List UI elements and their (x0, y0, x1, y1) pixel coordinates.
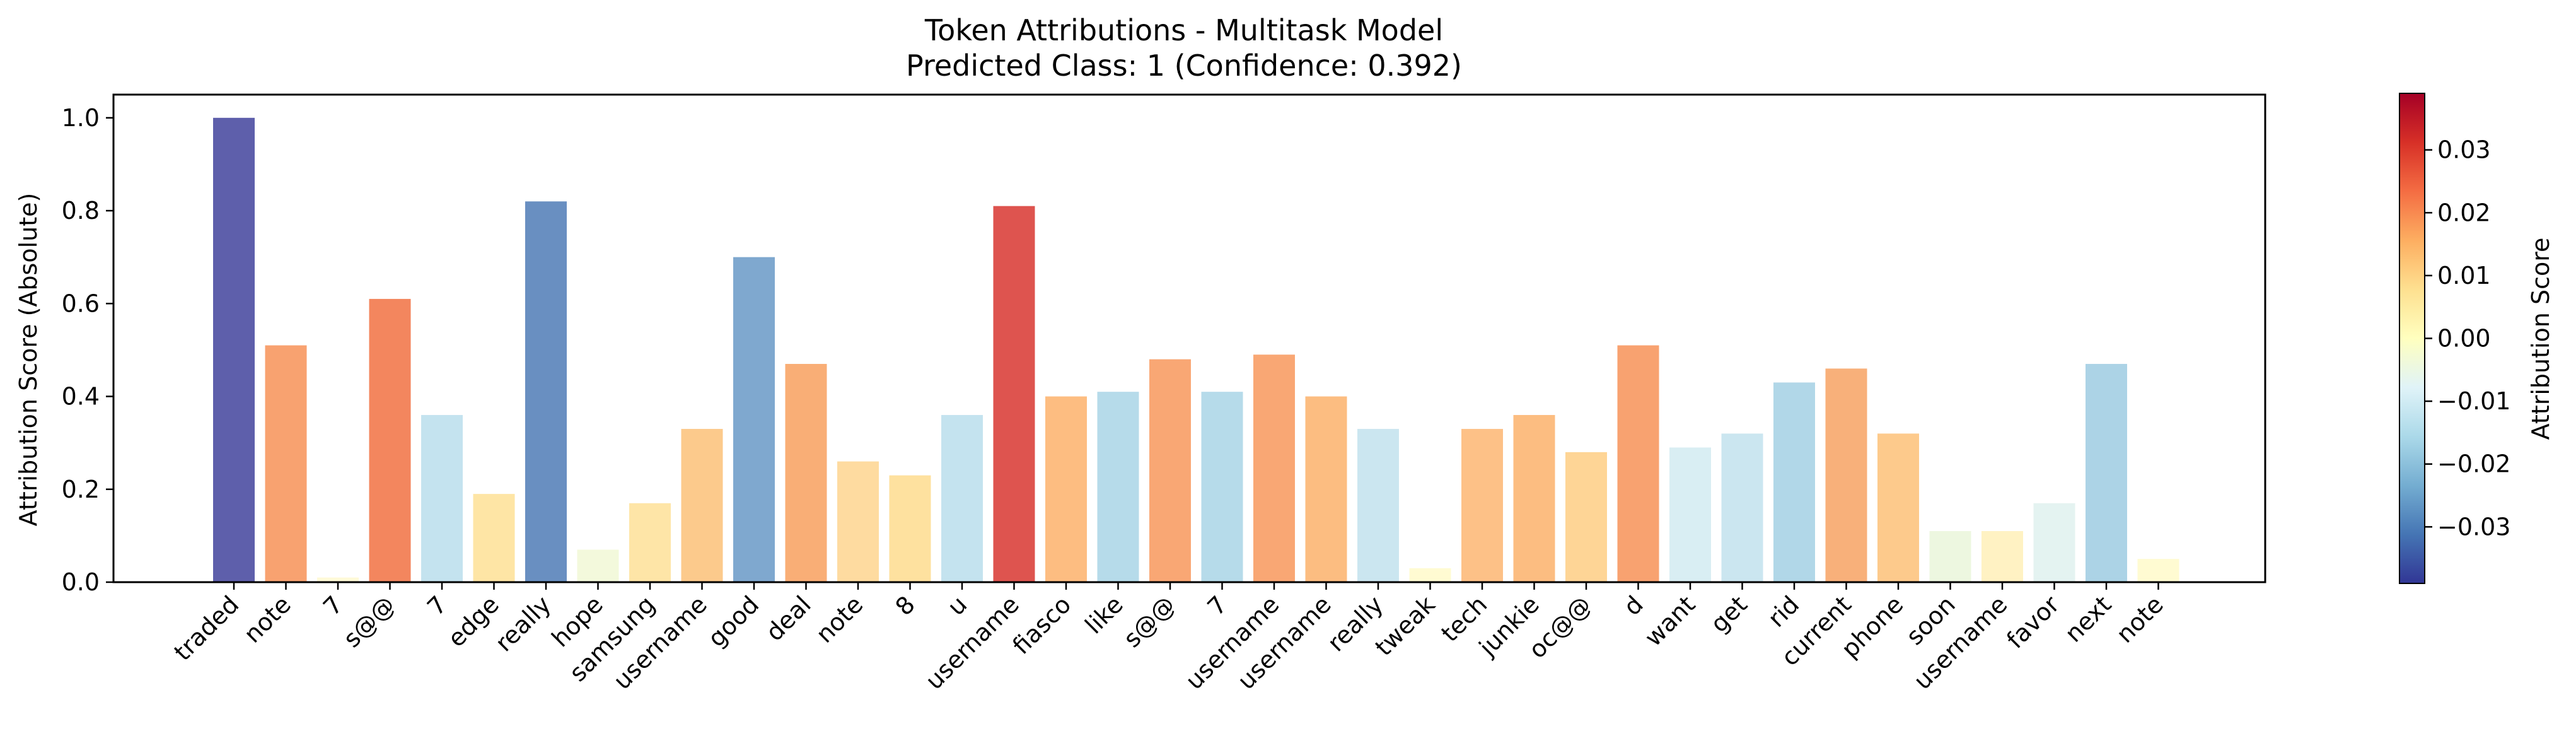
y-ticks: 0.0 0.2 0.4 0.6 0.8 1.0 (62, 104, 113, 596)
bar (317, 577, 359, 582)
bar (1045, 396, 1087, 582)
bar (1097, 392, 1139, 582)
x-tick-label: want (1639, 590, 1700, 652)
colorbar-tick-label: −0.03 (2437, 513, 2510, 541)
colorbar-tick-label: 0.00 (2437, 325, 2491, 353)
bar (1929, 531, 1971, 582)
x-tick-label: username (920, 590, 1024, 694)
bar (837, 461, 879, 582)
y-tick-label: 0.6 (62, 289, 100, 317)
chart-subtitle: Predicted Class: 1 (Confidence: 0.392) (906, 49, 1462, 83)
x-tick-label: 8 (890, 590, 920, 621)
bar (941, 414, 983, 582)
bar (1461, 429, 1503, 582)
bar (1305, 396, 1347, 582)
bar (369, 298, 411, 582)
bar (1357, 429, 1399, 582)
bar (1253, 354, 1295, 582)
x-tick-label: rid (1763, 590, 1805, 633)
x-tick-label: really (490, 590, 556, 657)
colorbar-tick-label: 0.01 (2437, 262, 2491, 289)
bar (1825, 368, 1867, 582)
colorbar-tick-label: −0.02 (2437, 450, 2510, 478)
bar (473, 494, 515, 582)
bar (1617, 345, 1659, 582)
bar (785, 363, 827, 582)
bar (2086, 363, 2127, 582)
x-tick-label: 7 (1202, 590, 1233, 621)
x-tick-label: deal (760, 590, 816, 646)
x-tick-label: good (702, 590, 764, 652)
bar (1201, 392, 1243, 582)
bar (525, 201, 567, 582)
y-tick-label: 1.0 (62, 104, 100, 132)
chart-title: Token Attributions - Multitask Model (924, 13, 1443, 47)
bar (889, 475, 931, 582)
x-tick-label: d (1618, 590, 1649, 621)
y-tick-label: 0.2 (62, 476, 100, 503)
x-tick-label: next (2060, 590, 2117, 648)
x-tick-label: note (2111, 590, 2169, 648)
bar (1773, 382, 1815, 582)
bar (1981, 531, 2023, 582)
plot-frame (112, 93, 2266, 583)
bar (577, 549, 619, 582)
colorbar-tick-label: −0.01 (2437, 387, 2510, 415)
x-tick-label: get (1705, 590, 1753, 638)
bar (421, 414, 463, 582)
colorbar-ticks: 0.03 0.02 0.01 0.00 −0.01 −0.02 −0.03 (2425, 136, 2510, 541)
bar (1877, 433, 1919, 582)
bar (993, 206, 1035, 583)
bar (681, 429, 723, 582)
x-tick-label: 7 (422, 590, 452, 621)
bar (1513, 414, 1555, 582)
x-tick-label: s@@ (1118, 590, 1181, 653)
y-tick-label: 0.0 (62, 568, 100, 596)
bar (265, 345, 307, 582)
bar (1409, 568, 1451, 582)
bar (2033, 503, 2075, 582)
y-tick-label: 0.8 (62, 197, 100, 225)
x-tick-label: fiasco (1007, 590, 1077, 660)
bar (1565, 452, 1607, 582)
bar (1669, 447, 1711, 582)
bars-group (213, 117, 2179, 583)
bar (629, 503, 671, 582)
bar (2137, 559, 2179, 582)
colorbar (2399, 93, 2425, 584)
y-axis-label: Attribution Score (Absolute) (15, 193, 42, 527)
x-tick-label: note (238, 590, 296, 648)
y-tick-label: 0.4 (62, 383, 100, 411)
x-tick-label: 7 (318, 590, 348, 621)
colorbar-tick-label: 0.02 (2437, 199, 2491, 226)
x-tick-label: u (942, 590, 972, 621)
x-tick-label: s@@ (338, 590, 400, 653)
bar (1721, 433, 1763, 582)
colorbar-label: Attribution Score (2527, 238, 2555, 440)
x-tick-label: traded (169, 590, 245, 666)
x-tick-label: tweak (1370, 590, 1441, 661)
x-tick-label: favor (2001, 590, 2065, 654)
bar (1149, 359, 1191, 582)
x-tick-label: note (811, 590, 869, 648)
bar (213, 117, 255, 583)
colorbar-tick-label: 0.03 (2437, 136, 2491, 164)
bar (733, 257, 775, 583)
